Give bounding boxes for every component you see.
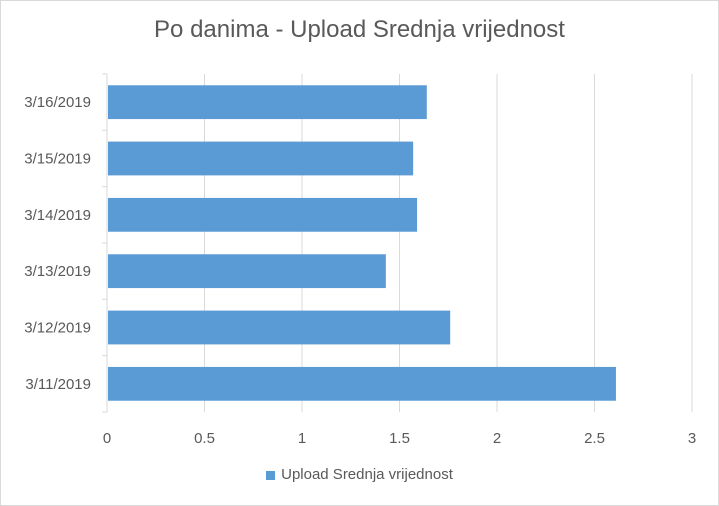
x-tick-label: 2.5 — [584, 430, 605, 447]
bar — [108, 197, 418, 232]
chart-title: Po danima - Upload Srednja vrijednost — [154, 16, 565, 43]
bar — [108, 85, 427, 120]
bar — [108, 310, 451, 345]
x-tick-label: 1 — [298, 430, 306, 447]
y-tick-label: 3/11/2019 — [25, 376, 91, 393]
x-tick-label: 0 — [103, 430, 111, 447]
y-tick-label: 3/15/2019 — [24, 151, 91, 168]
x-tick-label: 2 — [493, 430, 501, 447]
bar — [108, 254, 386, 289]
y-tick-label: 3/12/2019 — [24, 320, 91, 337]
bar — [108, 366, 616, 401]
x-tick-label: 0.5 — [194, 430, 215, 447]
x-tick-label: 1.5 — [389, 430, 410, 447]
legend-swatch — [266, 470, 276, 480]
legend: Upload Srednja vrijednost — [0, 466, 719, 483]
bar — [108, 141, 414, 176]
legend-label: Upload Srednja vrijednost — [281, 466, 453, 483]
x-tick-label: 3 — [688, 430, 696, 447]
y-tick-label: 3/14/2019 — [24, 207, 91, 224]
y-tick-label: 3/13/2019 — [24, 263, 91, 280]
y-tick-label: 3/16/2019 — [24, 94, 91, 111]
